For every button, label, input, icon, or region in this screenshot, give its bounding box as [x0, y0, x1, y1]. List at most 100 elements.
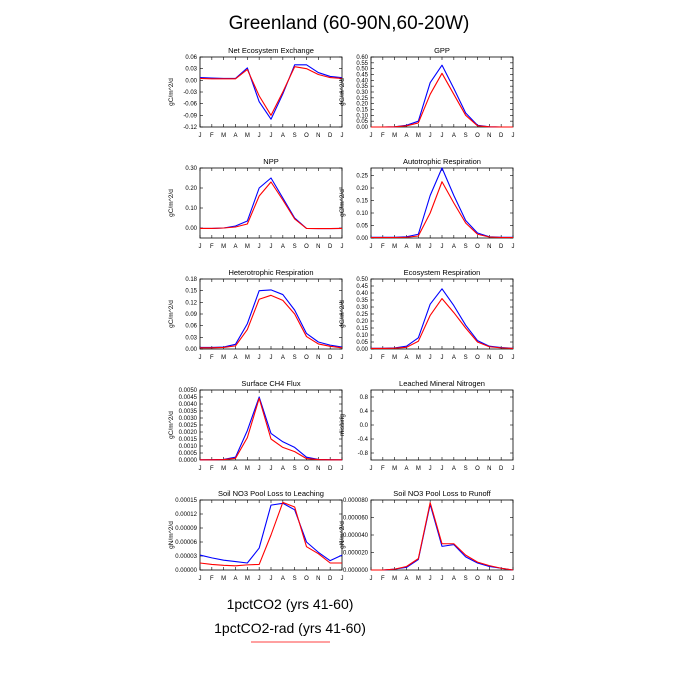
series-line-2	[371, 502, 514, 571]
x-tick-label: M	[416, 576, 421, 582]
y-axis-label: gC/m^2/d	[168, 189, 175, 217]
x-tick-label: F	[381, 576, 385, 582]
x-tick-label: M	[392, 576, 397, 582]
x-tick-label: A	[452, 466, 456, 472]
y-axis-label: gC/m^2/d	[168, 78, 175, 106]
y-tick-label: 0.00006	[175, 540, 197, 546]
x-tick-label: D	[328, 466, 333, 472]
x-tick-label: S	[464, 133, 468, 139]
series-line-1	[200, 289, 343, 348]
x-tick-label: O	[475, 244, 480, 250]
y-tick-label: 0.10	[185, 206, 197, 212]
x-tick-label: A	[281, 355, 285, 361]
series-line-1	[371, 167, 513, 238]
x-tick-label: M	[221, 576, 226, 582]
y-tick-label: -0.12	[183, 125, 197, 131]
y-tick-label: 0.20	[185, 186, 197, 192]
x-tick-label: A	[233, 133, 237, 139]
x-tick-label: J	[370, 244, 373, 250]
series-line-2	[199, 501, 342, 567]
y-tick-label: 0.0030	[179, 416, 198, 422]
x-tick-label: J	[199, 466, 202, 472]
x-tick-label: N	[316, 244, 320, 250]
y-tick-label: 0.0005	[179, 451, 198, 457]
y-axis-label: missing	[339, 414, 346, 436]
x-tick-label: D	[499, 466, 504, 472]
x-tick-label: N	[487, 244, 491, 250]
y-tick-label: 0.15	[356, 326, 368, 332]
series-line-2	[200, 181, 343, 230]
x-tick-label: O	[475, 133, 480, 139]
x-tick-label: D	[499, 133, 504, 139]
panel-npp: NPP gC/m^2/d 0.00 0.10 0.20 0.30 J F M A M J J A S O N D J	[168, 157, 344, 250]
series-line-1	[199, 396, 343, 461]
series-line-1	[371, 288, 514, 349]
legend-label-1: 1pctCO2 (yrs 41-60)	[227, 596, 354, 612]
y-tick-label: 0.15	[185, 289, 197, 295]
y-tick-label: 0.0000	[179, 458, 198, 464]
x-tick-label: S	[293, 133, 297, 139]
x-tick-label: A	[452, 133, 456, 139]
x-tick-label: O	[304, 466, 309, 472]
x-tick-label: J	[429, 244, 432, 250]
x-tick-label: F	[210, 244, 214, 250]
y-axis-label: gC/m^2/d	[168, 411, 175, 439]
x-tick-label: M	[392, 244, 397, 250]
x-tick-label: A	[452, 244, 456, 250]
y-tick-label: 0.30	[356, 90, 368, 96]
x-tick-label: J	[441, 576, 444, 582]
y-tick-label: 0.4	[360, 409, 369, 415]
y-tick-label: 0.20	[356, 319, 368, 325]
x-tick-label: J	[341, 244, 344, 250]
x-tick-label: F	[210, 133, 214, 139]
x-tick-label: M	[392, 133, 397, 139]
plot-frame	[370, 499, 514, 571]
y-tick-label: 0.00000	[175, 568, 197, 574]
x-tick-label: J	[199, 576, 202, 582]
y-tick-label: 0.09	[185, 312, 197, 318]
x-tick-label: J	[258, 466, 261, 472]
x-tick-label: J	[512, 133, 515, 139]
x-tick-label: J	[429, 466, 432, 472]
x-tick-label: A	[233, 244, 237, 250]
panel-title: Surface CH4 Flux	[241, 379, 300, 388]
y-tick-label: 0.00	[356, 347, 368, 353]
series-line-1	[371, 503, 514, 571]
x-tick-label: J	[270, 576, 273, 582]
x-tick-label: J	[341, 466, 344, 472]
x-tick-label: J	[270, 466, 273, 472]
panel-title: Autotrophic Respiration	[403, 157, 481, 166]
y-axis-label: gC/m^2/d	[168, 300, 175, 328]
panel-title: GPP	[434, 46, 450, 55]
x-tick-label: A	[233, 576, 237, 582]
x-tick-label: F	[381, 244, 385, 250]
x-tick-label: J	[270, 133, 273, 139]
panel-title: Soil NO3 Pool Loss to Runoff	[393, 489, 491, 498]
x-tick-label: N	[487, 466, 491, 472]
y-tick-label: 0.60	[356, 55, 368, 61]
x-tick-label: O	[475, 576, 480, 582]
x-tick-label: J	[270, 244, 273, 250]
x-tick-label: O	[475, 355, 480, 361]
x-tick-label: J	[341, 133, 344, 139]
y-tick-label: -0.4	[358, 437, 369, 443]
y-tick-label: 0.10	[356, 333, 368, 339]
plot-frame	[199, 56, 343, 128]
x-tick-label: S	[293, 355, 297, 361]
x-tick-label: F	[210, 355, 214, 361]
x-tick-label: M	[416, 466, 421, 472]
y-tick-label: 0.00003	[175, 554, 197, 560]
y-axis-label: gC/m^2/d	[339, 78, 346, 106]
y-tick-label: -0.8	[358, 451, 369, 457]
x-tick-label: N	[316, 133, 320, 139]
x-tick-label: D	[499, 355, 504, 361]
y-tick-label: 0.10	[356, 211, 368, 217]
x-tick-label: J	[512, 466, 515, 472]
y-tick-label: 0.05	[356, 340, 368, 346]
y-tick-label: 0.25	[356, 96, 368, 102]
panels: Net Ecosystem Exchange gC/m^2/d -0.12 -0.09…	[168, 46, 515, 582]
x-tick-label: J	[441, 466, 444, 472]
series-line-1	[200, 177, 343, 230]
panel-leached-mineral-nitrogen: Leached Mineral Nitrogen missing -0.8 -0.4 0…	[339, 379, 515, 472]
panel-title: Soil NO3 Pool Loss to Leaching	[218, 489, 324, 498]
